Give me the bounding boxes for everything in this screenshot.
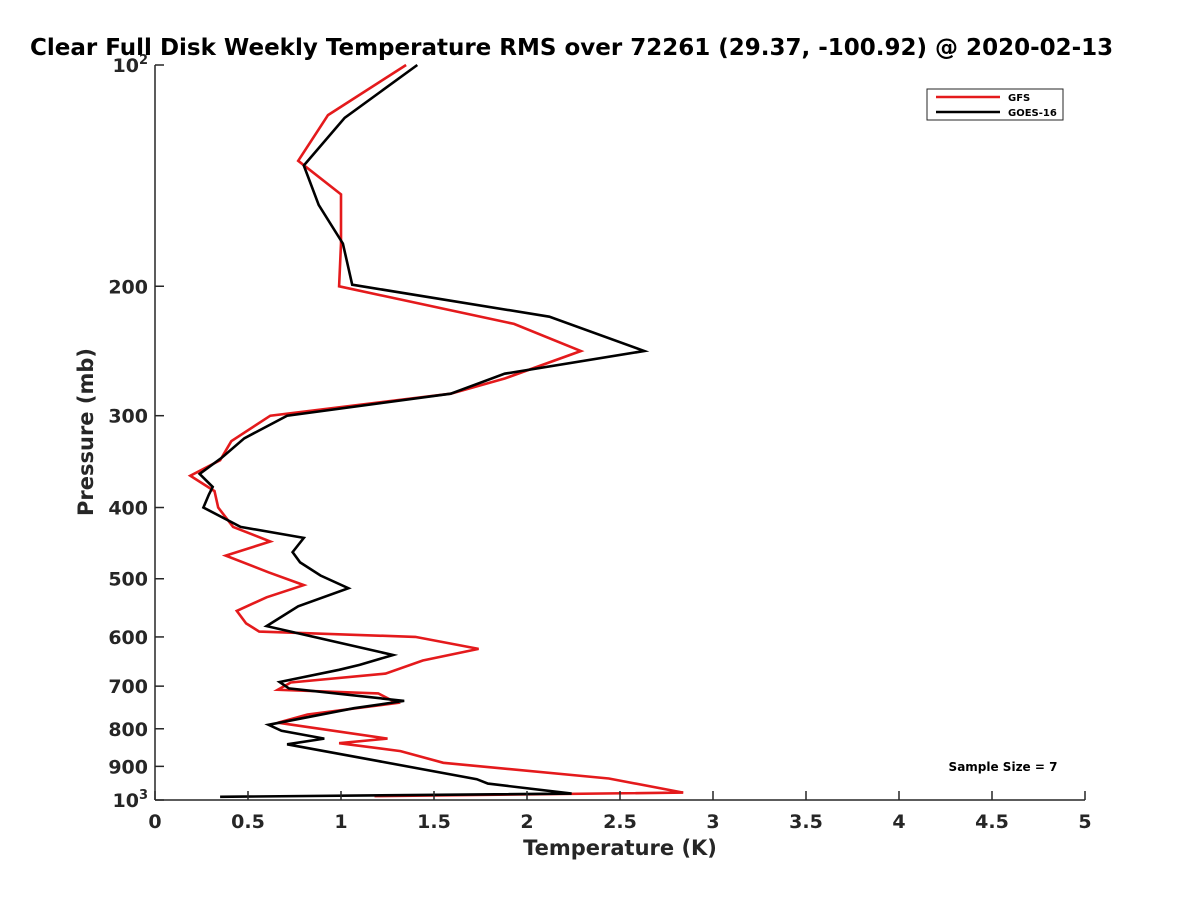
y-tick-label: 400 [108, 498, 148, 520]
y-tick-label: 700 [108, 676, 148, 698]
legend-box [926, 88, 1064, 121]
x-tick-label: 1 [334, 811, 347, 833]
x-tick-label: 3 [706, 811, 719, 833]
x-tick-label: 1.5 [417, 811, 451, 833]
series-layer [187, 63, 684, 799]
y-axis-ticks: 102 200 300 400 500 600 700 800 900 103 [108, 53, 164, 812]
y-tick-label: 600 [108, 627, 148, 649]
x-tick-label: 4.5 [975, 811, 1009, 833]
x-axis-ticks: 0 0.5 1 1.5 2 2.5 3 3.5 4 4.5 5 [148, 791, 1092, 833]
x-tick-label: 4 [892, 811, 905, 833]
x-tick-label: 2 [520, 811, 533, 833]
x-axis-label: Temperature (K) [523, 836, 717, 860]
x-tick-label: 5 [1078, 811, 1091, 833]
x-tick-label: 0.5 [231, 811, 265, 833]
legend-label-gfs: GFS [1008, 93, 1030, 104]
legend-label-goes-16: GOES-16 [1008, 108, 1057, 119]
y-tick-label: 103 [113, 788, 149, 812]
x-tick-label: 3.5 [789, 811, 823, 833]
legend: GFS GOES-16 [926, 88, 1064, 121]
y-tick-label: 200 [108, 276, 148, 298]
y-tick-label: 900 [108, 756, 148, 778]
x-tick-label: 2.5 [603, 811, 637, 833]
y-tick-label: 102 [113, 53, 149, 77]
y-tick-label: 300 [108, 406, 148, 428]
series-line-goes-16 [197, 63, 650, 799]
y-axis-label: Pressure (mb) [74, 348, 98, 516]
x-tick-label: 0 [148, 811, 161, 833]
series-line-gfs [187, 63, 684, 798]
chart-title: Clear Full Disk Weekly Temperature RMS o… [30, 35, 1113, 61]
y-tick-label: 500 [108, 569, 148, 591]
y-tick-label: 800 [108, 719, 148, 741]
sample-size-annotation: Sample Size = 7 [949, 760, 1058, 774]
